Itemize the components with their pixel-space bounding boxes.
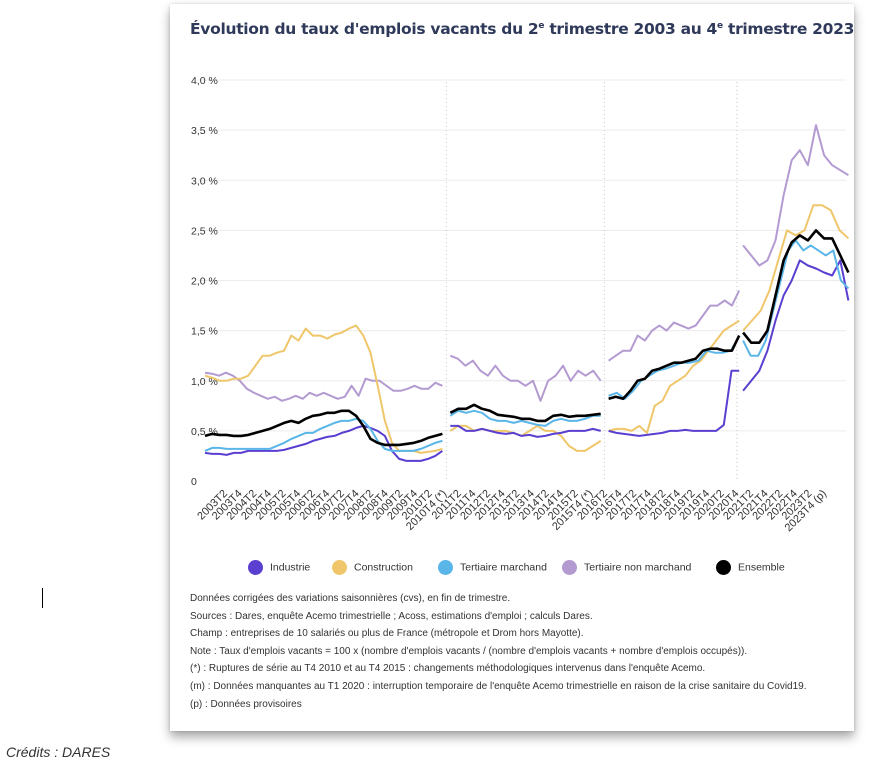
y-tick-label: 3,5 % xyxy=(191,125,218,137)
series-line-industrie xyxy=(742,259,850,392)
line-chart: 0 0,5 % 1,0 % 1,5 % 2,0 % 2,5 % 3,0 % 3,5 % 4,0 … xyxy=(191,75,850,534)
y-tick-label: 0 xyxy=(191,476,197,488)
series-line-ensemble xyxy=(449,403,601,423)
legend-swatch-ensemble xyxy=(716,560,731,575)
y-tick-label: 1,5 % xyxy=(191,326,218,338)
credit-text: Crédits : DARES xyxy=(6,744,111,760)
series-line-tertiaire-non-marchand xyxy=(449,354,602,402)
series-line-industrie xyxy=(450,424,601,438)
note-line: Champ : entreprises de 10 salariés ou pl… xyxy=(190,628,584,640)
y-tick-label: 1,0 % xyxy=(191,376,218,388)
series-line-tertiaire-marchand xyxy=(742,239,850,357)
note-line: (p) : Données provisoires xyxy=(190,698,302,710)
series-line-tertiaire-non-marchand xyxy=(204,371,443,402)
series-line-ensemble xyxy=(204,409,443,447)
y-tick-label: 4,0 % xyxy=(191,75,218,87)
series-line-tertiaire-marchand xyxy=(608,335,741,400)
y-tick-label: 3,0 % xyxy=(191,175,218,187)
chart-card: Évolution du taux d'emplois vacants du 2… xyxy=(170,4,854,731)
series-line-ensemble xyxy=(742,229,850,345)
legend-item-tertiaire-non-marchand: Tertiaire non marchand xyxy=(562,560,691,575)
legend-label-ensemble: Ensemble xyxy=(738,561,785,574)
y-tick-label: 2,0 % xyxy=(191,276,218,288)
series-line-construction xyxy=(742,204,850,332)
legend-item-tertiaire-marchand: Tertiaire marchand xyxy=(438,560,547,575)
series-line-construction xyxy=(449,424,602,452)
legend-swatch-industrie xyxy=(248,560,263,575)
note-line: Sources : Dares, enquête Acemo trimestri… xyxy=(190,610,593,622)
chart-notes: Données corrigées des variations saisonn… xyxy=(190,590,807,713)
legend-label-tertiaire-marchand: Tertiaire marchand xyxy=(460,561,547,574)
note-line: Note : Taux d'emplois vacants = 100 x (n… xyxy=(190,645,748,657)
legend-swatch-construction xyxy=(332,560,347,575)
legend-item-industrie: Industrie xyxy=(248,560,310,575)
series-line-tertiaire-marchand xyxy=(204,417,443,452)
note-line: (*) : Ruptures de série au T4 2010 et au… xyxy=(190,663,706,675)
legend-label-tertiaire-non-marchand: Tertiaire non marchand xyxy=(584,561,692,574)
series-line-construction xyxy=(608,319,740,434)
legend-label-industrie: Industrie xyxy=(270,561,311,574)
series-line-industrie xyxy=(204,424,443,462)
note-line: Données corrigées des variations saisonn… xyxy=(190,593,511,604)
legend-swatch-tertiaire-marchand xyxy=(438,560,453,575)
legend-label-construction: Construction xyxy=(354,561,413,574)
y-tick-label: 0,5 % xyxy=(191,426,218,438)
series-line-industrie xyxy=(608,369,740,437)
text-cursor xyxy=(42,588,43,608)
series-line-tertiaire-non-marchand xyxy=(742,124,849,267)
y-tick-label: 2,5 % xyxy=(191,225,218,237)
chart-title: Évolution du taux d'emplois vacants du 2… xyxy=(190,20,855,38)
legend-item-ensemble: Ensemble xyxy=(716,560,785,575)
series-line-tertiaire-marchand xyxy=(449,409,601,427)
series-line-tertiaire-non-marchand xyxy=(608,290,741,362)
legend-swatch-tertiaire-non-marchand xyxy=(562,560,577,575)
series-line-ensemble xyxy=(608,335,741,401)
note-line: (m) : Données manquantes au T1 2020 : in… xyxy=(190,680,807,692)
legend-item-construction: Construction xyxy=(332,560,413,575)
